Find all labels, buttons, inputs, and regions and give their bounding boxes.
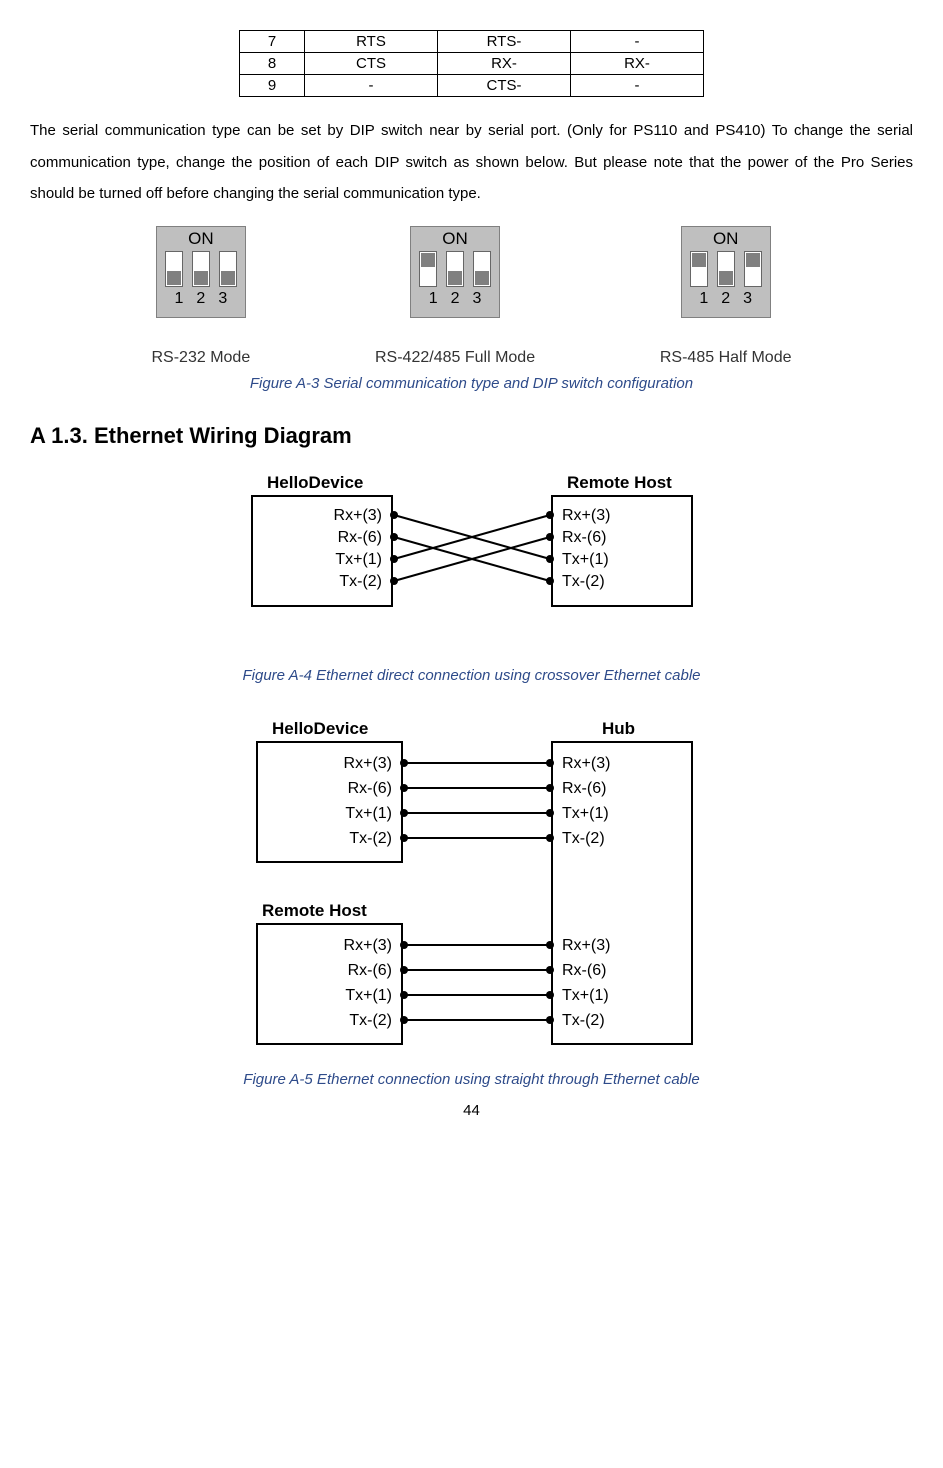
pin-label: Rx+(3) [562,755,610,772]
straight-svg: HelloDevice Hub Remote Host Rx+(3) Rx-(6… [242,716,702,1061]
pin-label: Tx+(1) [345,987,392,1004]
dip-num: 1 [699,289,708,308]
cell: 8 [240,53,305,75]
pin-label: Tx-(2) [562,1012,605,1029]
dip-box: ON 1 2 3 [681,226,771,318]
pin-label: Rx-(6) [562,780,606,797]
figure-straight: HelloDevice Hub Remote Host Rx+(3) Rx-(6… [242,716,702,1061]
pin-label: Tx-(2) [349,830,392,847]
remote-title: Remote Host [262,901,367,920]
pin-label: Rx+(3) [562,507,610,524]
figure-dip-switches: ON 1 2 3 RS-232 Mode ON 1 2 [150,220,794,367]
dip-knob [746,253,760,267]
dip-num: 1 [429,289,438,308]
figure-caption-a5: Figure A-5 Ethernet connection using str… [30,1069,913,1090]
dip-on-label: ON [411,227,499,249]
dip-mode-label: RS-232 Mode [152,348,251,367]
dip-mode-label: RS-485 Half Mode [660,348,792,367]
cell: - [571,31,704,53]
pin-label: Tx+(1) [345,805,392,822]
dip-mode-rs232: ON 1 2 3 RS-232 Mode [152,226,251,367]
dip-knob [448,271,462,285]
figure-caption-a3: Figure A-3 Serial communication type and… [30,373,913,394]
cell: RX- [571,53,704,75]
dip-num: 2 [721,289,730,308]
dip-slot [219,251,237,287]
pin-label: Rx+(3) [562,937,610,954]
dip-mode-rs422: ON 1 2 3 RS-422/485 Full Mode [375,226,535,367]
dip-slot [446,251,464,287]
pin-label: Tx+(1) [335,551,382,568]
cell: - [305,75,438,97]
dip-knob [221,271,235,285]
pin-label: Rx+(3) [343,755,391,772]
pin-label: Tx-(2) [349,1012,392,1029]
figure-caption-a4: Figure A-4 Ethernet direct connection us… [30,665,913,686]
table-row: 7 RTS RTS- - [240,31,704,53]
table-row: 9 - CTS- - [240,75,704,97]
pin-label: Rx+(3) [343,937,391,954]
dip-on-label: ON [157,227,245,249]
dip-box: ON 1 2 3 [410,226,500,318]
pin-label: Rx-(6) [562,529,606,546]
dip-knob [475,271,489,285]
dip-slot [473,251,491,287]
pin-label: Rx-(6) [347,780,391,797]
figure-crossover: HelloDevice Remote Host Rx+(3) Rx-(6) Tx… [232,470,712,635]
pin-label: Tx-(2) [562,573,605,590]
pin-label: Tx+(1) [562,987,609,1004]
pin-label: Tx-(2) [562,830,605,847]
crossover-svg: HelloDevice Remote Host Rx+(3) Rx-(6) Tx… [232,470,712,635]
body-paragraph: The serial communication type can be set… [30,115,913,210]
pin-label: Rx-(6) [337,529,381,546]
pin-label: Tx+(1) [562,805,609,822]
dip-slot [744,251,762,287]
cell: - [571,75,704,97]
dip-num: 3 [743,289,752,308]
dip-num: 2 [451,289,460,308]
dip-slot [419,251,437,287]
cell: RTS [305,31,438,53]
dip-slot [192,251,210,287]
cell: 9 [240,75,305,97]
cell: RX- [438,53,571,75]
cell: 7 [240,31,305,53]
dip-slot [690,251,708,287]
dip-slot [165,251,183,287]
dip-mode-rs485: ON 1 2 3 RS-485 Half Mode [660,226,792,367]
hub-title: Hub [602,719,635,738]
pin-label: Rx-(6) [562,962,606,979]
dip-mode-label: RS-422/485 Full Mode [375,348,535,367]
cell: CTS- [438,75,571,97]
page-number: 44 [30,1102,913,1120]
dip-knob [194,271,208,285]
pin-label: Tx+(1) [562,551,609,568]
cell: CTS [305,53,438,75]
dip-box: ON 1 2 3 [156,226,246,318]
pin-label: Rx+(3) [333,507,381,524]
dip-knob [692,253,706,267]
dip-num: 3 [473,289,482,308]
pin-label: Rx-(6) [347,962,391,979]
dip-knob [719,271,733,285]
left-title: HelloDevice [267,473,363,492]
pin-label: Tx-(2) [339,573,382,590]
dip-knob [167,271,181,285]
dip-slot [717,251,735,287]
right-title: Remote Host [567,473,672,492]
dip-num: 2 [196,289,205,308]
dip-num: 1 [175,289,184,308]
table-row: 8 CTS RX- RX- [240,53,704,75]
pin-table: 7 RTS RTS- - 8 CTS RX- RX- 9 - CTS- - [239,30,704,97]
dip-on-label: ON [682,227,770,249]
dip-num: 3 [218,289,227,308]
dip-knob [421,253,435,267]
section-heading: A 1.3. Ethernet Wiring Diagram [30,422,913,451]
cell: RTS- [438,31,571,53]
hello-title: HelloDevice [272,719,368,738]
